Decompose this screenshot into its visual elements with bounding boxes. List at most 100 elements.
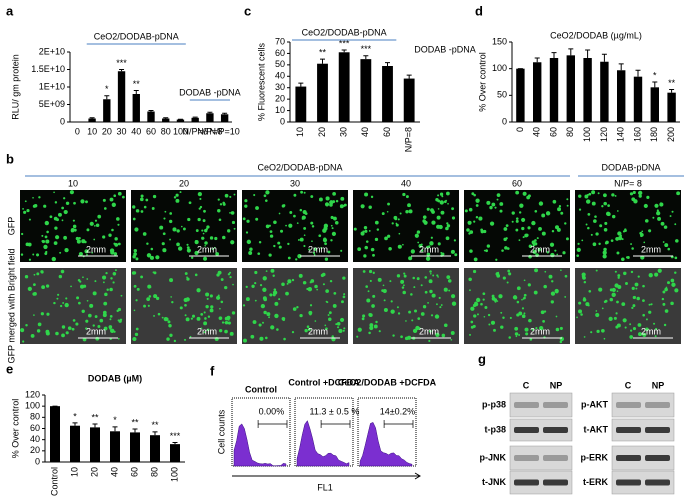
significance: *: [653, 70, 657, 80]
x-tick-label: 80: [149, 467, 159, 477]
x-tick-label: N/P=8: [404, 127, 414, 152]
cell: [370, 247, 375, 252]
cell: [424, 290, 428, 294]
cell: [41, 234, 44, 237]
cell: [184, 272, 188, 276]
cell: [373, 324, 378, 329]
cell: [103, 301, 108, 306]
band: [616, 427, 641, 433]
cell: [132, 205, 136, 209]
cell: [140, 210, 144, 213]
cell: [413, 309, 418, 313]
cell: [548, 274, 553, 279]
cell: [562, 251, 566, 255]
cell: [415, 325, 420, 331]
cell: [595, 269, 598, 272]
cell: [583, 336, 586, 338]
y-tick-label: 2E+10: [39, 46, 65, 56]
cell: [394, 217, 398, 221]
cell: [636, 296, 640, 301]
cell: [621, 257, 625, 262]
cell: [674, 223, 677, 226]
cell: [364, 229, 368, 233]
cell: [578, 194, 582, 198]
x-tick-label: 140: [616, 127, 626, 142]
cell: [430, 236, 433, 239]
cell: [436, 303, 438, 306]
cell: [417, 317, 421, 321]
cell: [496, 193, 501, 198]
cell: [342, 276, 346, 280]
cell: [132, 271, 137, 275]
cell: [523, 296, 526, 300]
cell: [114, 269, 117, 272]
cell: [566, 237, 569, 241]
cell: [422, 219, 426, 223]
cell: [22, 340, 25, 343]
cell: [422, 305, 427, 309]
cell: [325, 196, 330, 201]
panel-letter: c: [244, 3, 251, 18]
error-bar: [534, 57, 540, 63]
lane-label: C: [625, 380, 632, 390]
cell: [603, 201, 607, 206]
error-bar: [207, 111, 213, 114]
cell: [75, 236, 80, 241]
cell: [246, 219, 250, 223]
cell: [654, 272, 659, 277]
cell: [648, 303, 651, 306]
cell: [109, 318, 112, 321]
cell: [224, 193, 229, 198]
cell: [598, 242, 601, 246]
cell: [482, 292, 486, 296]
percent-label: 11.3 ± 0.5 %: [310, 406, 360, 416]
cell: [133, 252, 137, 256]
cell: [595, 312, 600, 318]
cell: [224, 329, 228, 334]
cell: [360, 204, 365, 209]
cell: [203, 209, 206, 213]
scale-bar-label: 2mm: [197, 326, 217, 336]
cell: [268, 253, 272, 257]
cell: [285, 291, 289, 296]
cell: [518, 311, 523, 316]
cell: [616, 300, 619, 304]
cell: [555, 315, 558, 318]
column-label: N/P= 8: [614, 178, 642, 188]
cell: [277, 241, 281, 245]
cell: [432, 274, 435, 277]
band: [645, 402, 670, 408]
cell: [230, 240, 235, 245]
x-tick-label: 60: [382, 127, 392, 137]
cell: [488, 323, 491, 326]
cell: [300, 190, 303, 194]
cell: [72, 219, 75, 222]
cell: [310, 279, 315, 283]
cell: [602, 250, 607, 255]
cell: [113, 330, 116, 333]
cell: [431, 210, 435, 214]
cell: [532, 249, 537, 254]
cell: [219, 203, 223, 206]
x-tick-label: 10: [69, 467, 79, 477]
cell: [46, 230, 49, 234]
cell: [332, 303, 337, 308]
cell: [473, 220, 476, 223]
band: [514, 479, 539, 486]
cell: [56, 297, 59, 300]
error-bar: [119, 69, 125, 72]
cell: [407, 203, 411, 208]
cell: [166, 337, 170, 341]
cell: [270, 325, 275, 330]
cell: [633, 199, 638, 204]
cell: [306, 325, 310, 329]
cell: [318, 234, 322, 238]
cell: [186, 248, 191, 253]
cell: [483, 249, 486, 252]
cell: [97, 214, 102, 219]
cell: [24, 200, 27, 203]
cell: [116, 309, 119, 313]
cell: [195, 240, 198, 243]
cell: [288, 223, 293, 228]
x-tick-label: 20: [317, 127, 327, 137]
